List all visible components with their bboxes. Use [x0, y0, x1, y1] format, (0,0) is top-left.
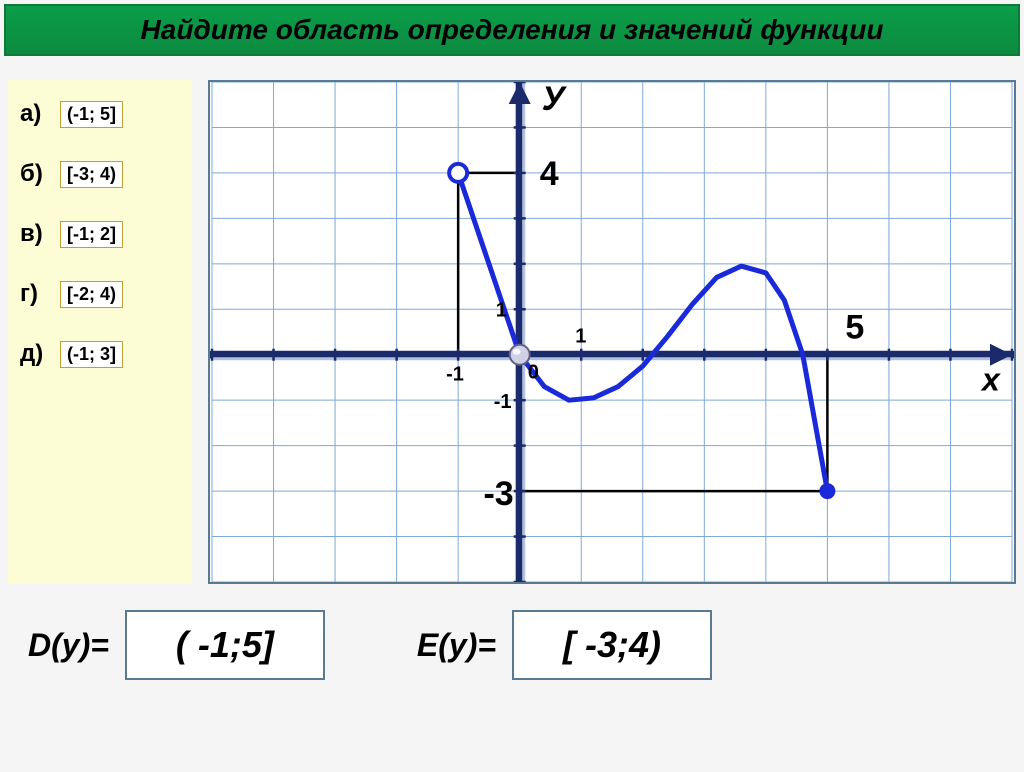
svg-text:У: У: [542, 82, 568, 118]
svg-text:1: 1: [496, 299, 507, 321]
domain-label: D(у)=: [28, 627, 109, 664]
graph-panel: Ух 4 -3 5 1 1 -1 -1 0: [208, 80, 1016, 584]
svg-text:-3: -3: [483, 475, 513, 513]
svg-text:0: 0: [528, 362, 539, 384]
option-letter: д): [20, 340, 52, 368]
header-bar: Найдите область определения и значений ф…: [4, 4, 1020, 56]
option-interval: [-3; 4): [60, 161, 123, 188]
option-letter: г): [20, 280, 52, 308]
option-interval: (-1; 5]: [60, 101, 123, 128]
option-v[interactable]: в) [-1; 2]: [20, 220, 180, 248]
svg-text:х: х: [980, 362, 1001, 398]
domain-answer[interactable]: ( -1;5]: [125, 610, 325, 680]
content-area: а) (-1; 5] б) [-3; 4) в) [-1; 2] г) [-2;…: [0, 60, 1024, 594]
range-answer[interactable]: [ -3;4): [512, 610, 712, 680]
options-panel: а) (-1; 5] б) [-3; 4) в) [-1; 2] г) [-2;…: [8, 80, 192, 584]
range-label: Е(у)=: [417, 627, 496, 664]
svg-text:4: 4: [540, 155, 559, 193]
page-title: Найдите область определения и значений ф…: [141, 14, 884, 45]
option-d[interactable]: д) (-1; 3]: [20, 340, 180, 368]
option-letter: в): [20, 220, 52, 248]
answers-row: D(у)= ( -1;5] Е(у)= [ -3;4): [0, 594, 1024, 696]
svg-text:5: 5: [845, 309, 864, 347]
option-a[interactable]: а) (-1; 5]: [20, 100, 180, 128]
svg-text:1: 1: [575, 326, 586, 348]
option-letter: б): [20, 160, 52, 188]
option-letter: а): [20, 100, 52, 128]
option-g[interactable]: г) [-2; 4): [20, 280, 180, 308]
option-interval: [-1; 2]: [60, 221, 123, 248]
option-interval: (-1; 3]: [60, 341, 123, 368]
option-interval: [-2; 4): [60, 281, 123, 308]
svg-text:-1: -1: [446, 364, 464, 386]
option-b[interactable]: б) [-3; 4): [20, 160, 180, 188]
function-graph: Ух 4 -3 5 1 1 -1 -1 0: [210, 82, 1014, 582]
svg-text:-1: -1: [494, 391, 512, 413]
